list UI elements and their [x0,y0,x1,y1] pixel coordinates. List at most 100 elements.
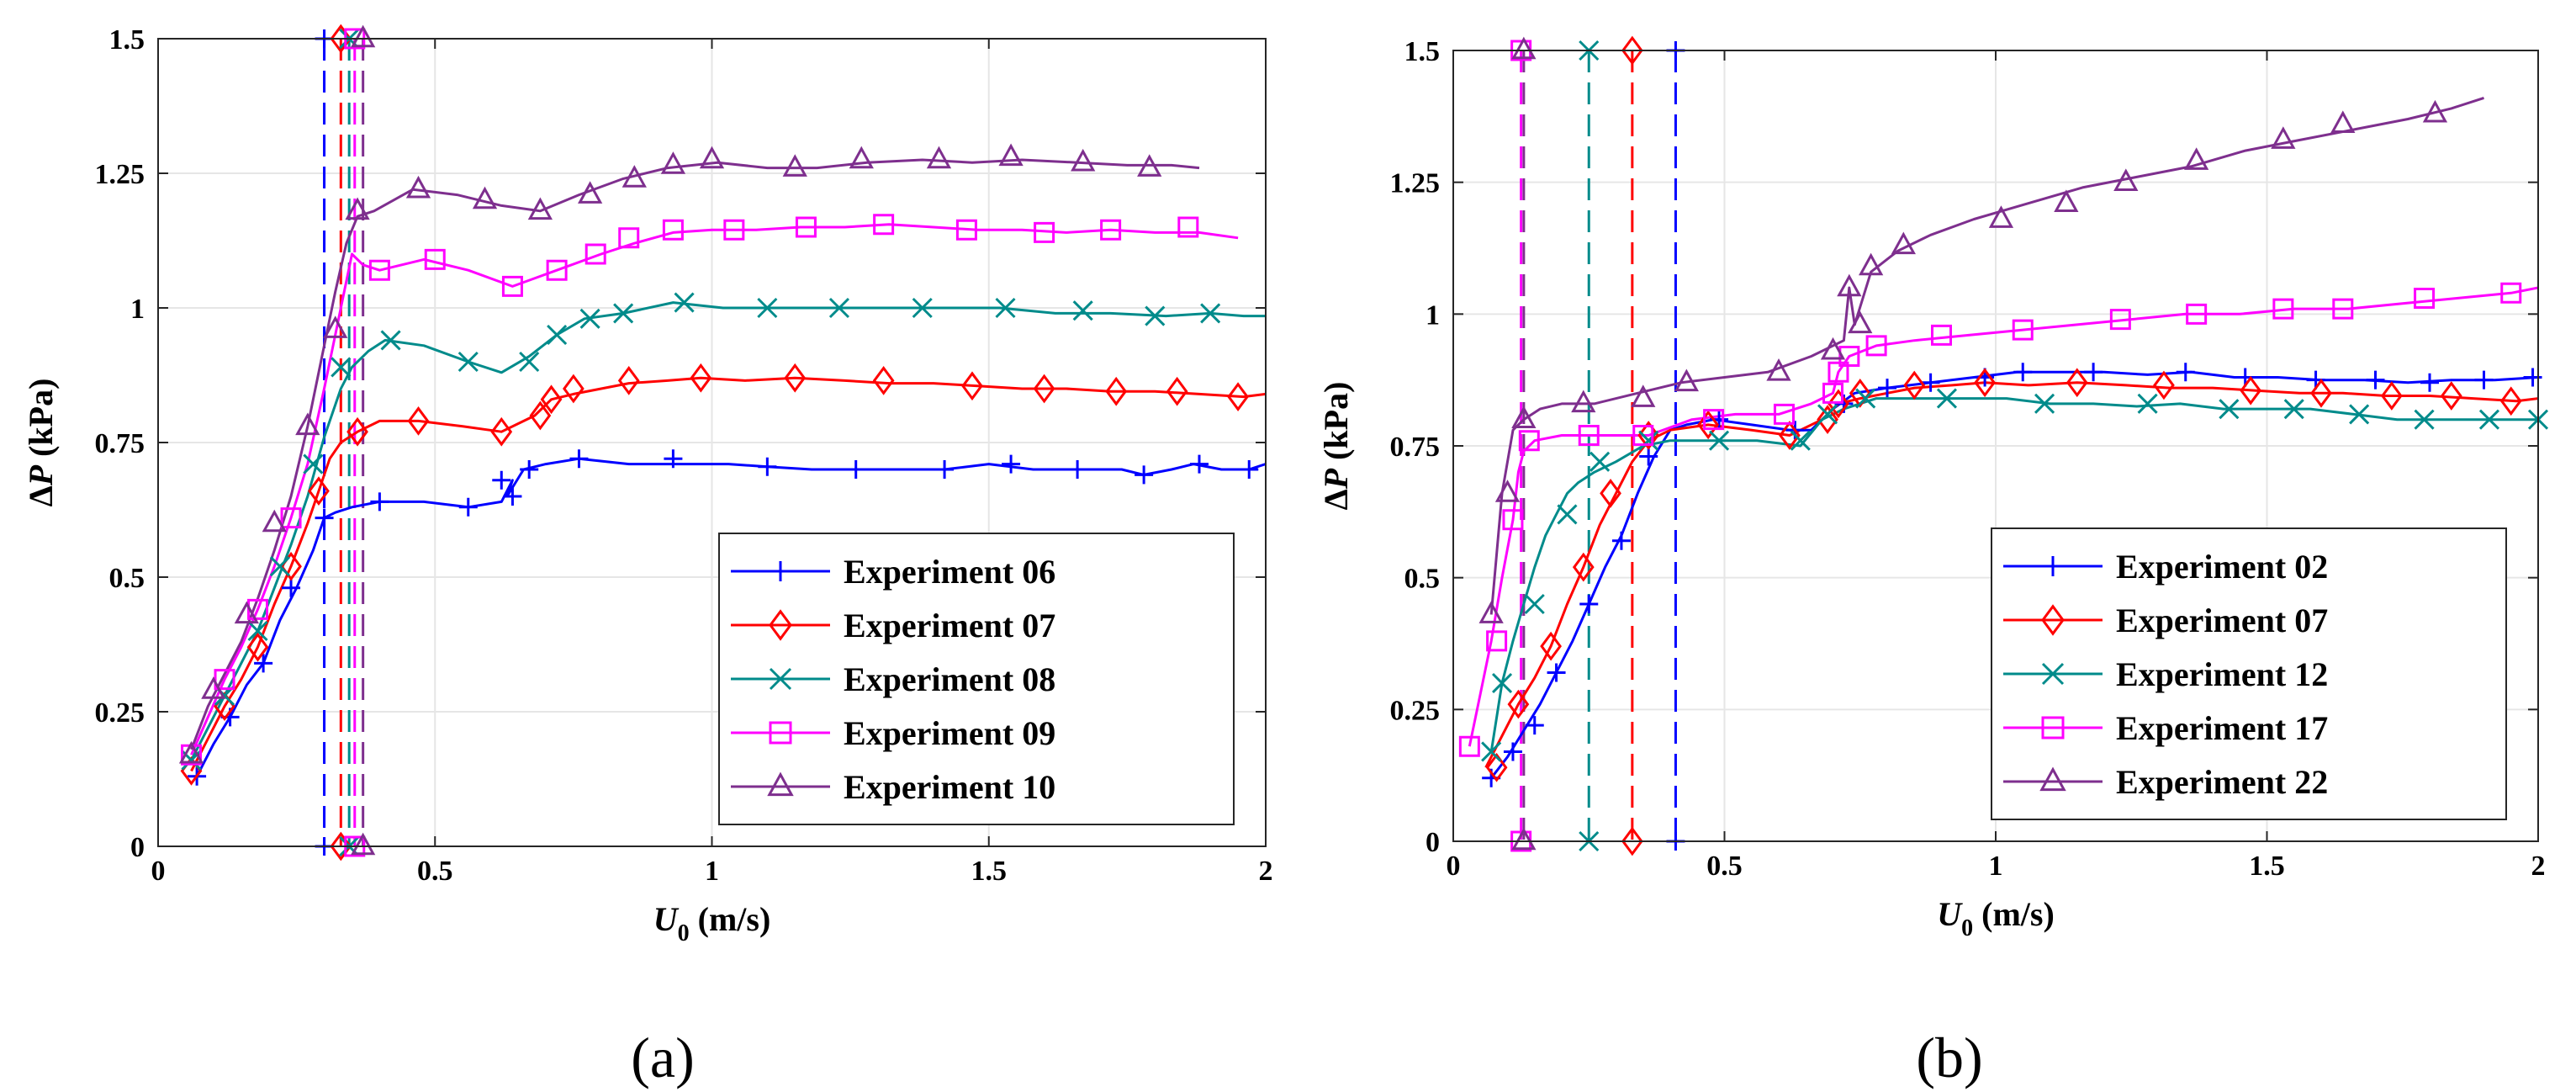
data-point [1540,631,1562,661]
y-axis-label: ΔP (kPa) [1317,382,1355,511]
legend-label: Experiment 02 [2116,548,2328,586]
data-point [1921,373,1940,392]
data-point [2013,363,2033,382]
x-tick-label: 0 [151,856,166,887]
data-point [269,556,290,577]
data-point [501,275,523,297]
data-point [1790,430,1811,451]
data-point [2478,409,2500,430]
x-tick-label: 0.5 [417,856,453,887]
data-point [247,620,268,642]
data-point [201,676,226,699]
series-line [190,223,1239,755]
data-point [2523,368,2542,387]
data-point [458,497,478,517]
data-point [1903,370,1926,400]
data-point [1931,324,1952,346]
data-point [2349,404,2370,425]
x-tick-label: 2 [1259,856,1273,887]
legend-marker [769,609,792,641]
data-point [520,460,539,479]
data-point [458,351,479,373]
panel-label: (b) [1916,1026,1982,1089]
data-point [1481,741,1502,762]
data-point [247,598,269,620]
x-tick-label: 0.5 [1706,851,1743,882]
y-tick-label: 1.25 [95,159,145,190]
data-point [1878,379,1896,398]
data-point [1637,421,1660,450]
data-point [1177,216,1199,238]
transition-velocity-marker [330,831,352,861]
legend-marker [769,721,792,745]
y-tick-label: 0 [1426,827,1440,858]
data-point [563,374,584,404]
data-point [1486,630,1508,652]
data-point [546,259,568,281]
data-point [1034,221,1055,243]
y-tick-label: 0.25 [95,697,145,729]
data-point [282,578,301,597]
data-point [2310,378,2332,408]
data-point [782,154,807,177]
data-point [424,248,446,270]
series-line [190,301,1266,761]
data-point [1571,390,1596,413]
data-point [1503,742,1522,761]
panel-b: 0 0.5 1 1.5 2 0 0.25 0.5 0.75 1 1.25 1.5 U0 (m/s) ΔP … [1317,35,2549,1089]
data-point [757,297,778,319]
data-point [1859,252,1884,276]
data-point [622,165,647,188]
data-point [519,351,540,373]
data-point [1891,231,1916,255]
data-point [1632,424,1654,446]
series-line [1468,286,2538,747]
data-point [1579,595,1599,613]
panel-label: (a) [631,1026,694,1089]
legend-marker [2039,766,2066,792]
data-point [2219,399,2240,420]
data-point [2422,99,2448,123]
plot-area [190,39,1266,846]
data-point [664,449,683,469]
data-point [1511,406,1537,428]
data-point [527,197,553,220]
data-point [405,175,431,199]
data-point [308,476,330,506]
legend-label: Experiment 06 [844,553,1055,591]
data-point [723,219,745,241]
data-point [912,297,933,319]
data-point [490,416,513,447]
data-point [407,406,430,436]
data-point [2186,303,2208,325]
data-point [1166,376,1188,406]
data-point [234,601,259,624]
y-tick-label: 0.5 [1404,564,1441,595]
data-point [1855,388,1876,409]
y-tick-label: 0 [130,832,145,863]
x-tick-label: 1.5 [971,856,1008,887]
data-point [492,470,511,490]
data-point [1848,310,1873,334]
legend-label: Experiment 12 [2116,655,2328,693]
legend-marker [2041,604,2065,636]
data-point [2084,363,2103,382]
data-point [1557,504,1578,525]
data-point [503,487,522,506]
data-point [1135,465,1154,485]
data-point [1865,335,1887,357]
data-point [2153,370,2175,400]
data-point [828,297,850,319]
data-point [1525,716,1544,735]
data-point [1766,358,1791,381]
legend-label: Experiment 10 [844,768,1055,806]
transition-velocity-marker [1511,827,1537,851]
data-point [1200,303,1221,324]
data-point [1145,305,1166,326]
data-point [1674,368,1699,392]
legend-marker [2043,556,2063,576]
data-point [346,416,368,447]
data-point [998,143,1024,167]
data-point [1828,389,1849,419]
